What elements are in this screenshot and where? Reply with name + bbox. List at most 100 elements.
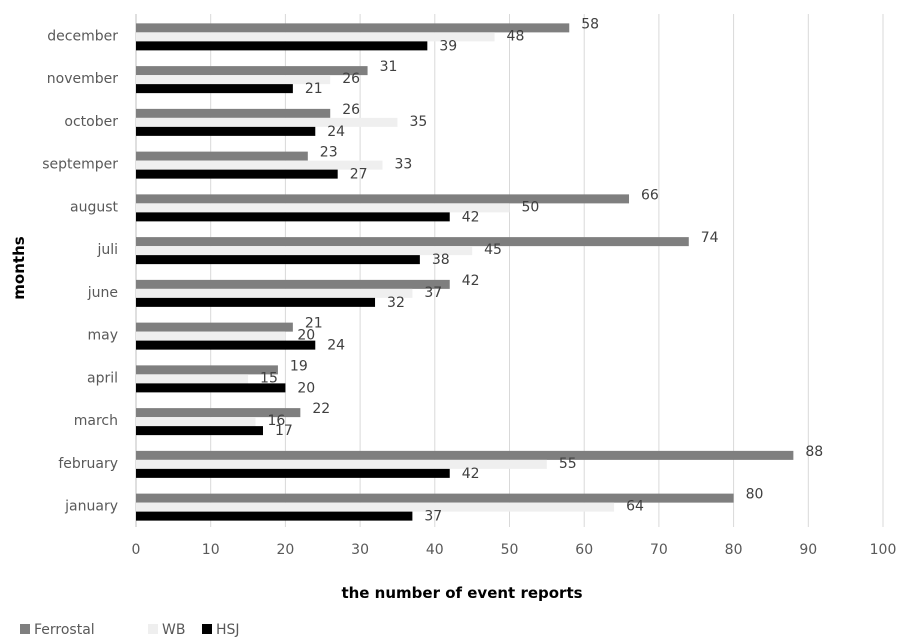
bar-ferrostal xyxy=(136,450,794,460)
data-label: 23 xyxy=(320,145,338,161)
bar-hsj xyxy=(136,212,450,222)
bar-ferrostal xyxy=(136,322,293,332)
bar-wb xyxy=(136,117,398,127)
data-label: 66 xyxy=(641,187,659,203)
category-label: october xyxy=(64,114,118,130)
legend-swatch xyxy=(202,624,212,634)
x-tick-label: 80 xyxy=(725,542,743,558)
bar-wb xyxy=(136,160,383,170)
y-axis-title: months xyxy=(10,236,28,299)
bar-wb xyxy=(136,288,413,298)
data-label: 27 xyxy=(350,167,368,183)
data-label: 39 xyxy=(439,38,457,54)
data-label: 22 xyxy=(312,401,330,417)
bar-hsj xyxy=(136,468,450,478)
data-label: 35 xyxy=(409,114,427,130)
x-tick-label: 50 xyxy=(501,542,519,558)
bar-hsj xyxy=(136,84,293,94)
bar-hsj xyxy=(136,426,263,436)
category-label: march xyxy=(74,413,118,429)
data-label: 58 xyxy=(581,16,599,32)
data-label: 31 xyxy=(380,59,398,75)
bar-ferrostal xyxy=(136,151,308,161)
bar-wb xyxy=(136,75,331,85)
bar-hsj xyxy=(136,41,428,51)
data-label: 33 xyxy=(395,157,413,173)
data-label: 80 xyxy=(746,487,764,503)
bar-hsj xyxy=(136,511,413,521)
bar-wb xyxy=(136,502,615,512)
data-label: 48 xyxy=(507,28,525,44)
x-tick-label: 0 xyxy=(132,542,141,558)
bar-wb xyxy=(136,417,256,427)
bar-ferrostal xyxy=(136,365,278,375)
bar-ferrostal xyxy=(136,408,301,418)
x-tick-label: 40 xyxy=(426,542,444,558)
gridlines xyxy=(135,14,884,527)
legend-label: HSJ xyxy=(216,622,240,638)
data-label: 37 xyxy=(424,285,442,301)
data-label: 50 xyxy=(522,199,540,215)
bar-ferrostal xyxy=(136,279,450,289)
data-label: 15 xyxy=(260,370,278,386)
category-label: april xyxy=(87,370,118,386)
bar-ferrostal xyxy=(136,66,368,76)
category-label: february xyxy=(58,456,118,472)
data-label: 32 xyxy=(387,295,405,311)
bars xyxy=(136,23,794,521)
data-label: 20 xyxy=(297,380,315,396)
bar-wb xyxy=(136,246,473,256)
data-label: 74 xyxy=(701,230,719,246)
category-label: december xyxy=(47,28,118,44)
data-label: 55 xyxy=(559,456,577,472)
data-label: 45 xyxy=(484,242,502,258)
x-tick-label: 90 xyxy=(799,542,817,558)
bar-ferrostal xyxy=(136,493,734,503)
bar-wb xyxy=(136,331,286,341)
y-axis-categories: january february march april may june juli augu… xyxy=(42,28,118,514)
data-label: 38 xyxy=(432,252,450,268)
bar-hsj xyxy=(136,297,376,307)
x-tick-label: 70 xyxy=(650,542,668,558)
category-label: january xyxy=(64,499,118,515)
bar-hsj xyxy=(136,383,286,393)
legend-swatch xyxy=(148,624,158,634)
data-label: 88 xyxy=(805,444,823,460)
data-label: 42 xyxy=(462,273,480,289)
data-label: 16 xyxy=(268,413,286,429)
bar-hsj xyxy=(136,126,316,136)
legend: Ferrostal WB HSJ xyxy=(20,622,240,638)
x-axis-title: the number of event reports xyxy=(341,584,582,602)
data-label: 37 xyxy=(424,509,442,525)
data-label: 42 xyxy=(462,466,480,482)
data-label: 24 xyxy=(327,338,345,354)
bar-ferrostal xyxy=(136,108,331,118)
data-label: 42 xyxy=(462,209,480,225)
legend-swatch xyxy=(20,624,30,634)
x-tick-label: 100 xyxy=(870,542,897,558)
category-label: septemper xyxy=(42,157,118,173)
bar-wb xyxy=(136,374,249,384)
data-label: 26 xyxy=(342,71,360,87)
data-label: 21 xyxy=(305,316,323,332)
x-tick-label: 20 xyxy=(276,542,294,558)
data-label: 19 xyxy=(290,358,308,374)
bar-wb xyxy=(136,459,547,469)
x-axis-ticks: 0 10 20 30 40 50 60 70 80 90 100 xyxy=(132,542,897,558)
data-label: 20 xyxy=(297,328,315,344)
data-label: 64 xyxy=(626,499,644,515)
data-labels: 8064378855422216171915202120244237327445… xyxy=(260,16,823,524)
bar-wb xyxy=(136,203,510,213)
data-label: 26 xyxy=(342,102,360,118)
category-label: juli xyxy=(96,242,118,258)
x-tick-label: 60 xyxy=(575,542,593,558)
bar-ferrostal xyxy=(136,237,689,247)
bar-hsj xyxy=(136,340,316,350)
bar-ferrostal xyxy=(136,194,630,204)
bar-hsj xyxy=(136,169,338,179)
legend-label: Ferrostal xyxy=(34,622,95,638)
category-label: august xyxy=(70,199,119,215)
x-tick-label: 30 xyxy=(351,542,369,558)
category-label: november xyxy=(47,71,118,87)
